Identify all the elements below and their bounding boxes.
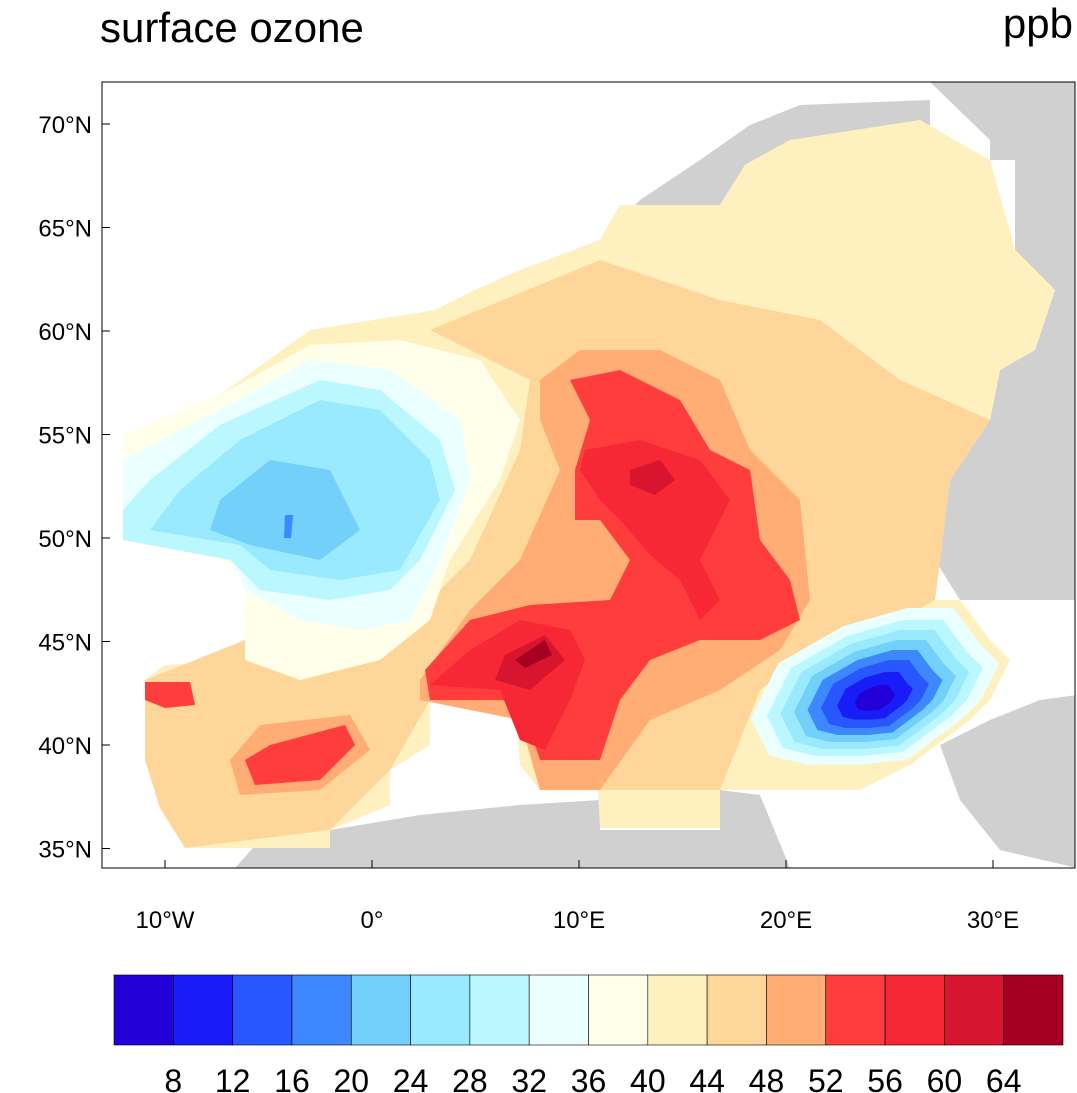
land-turkey bbox=[940, 695, 1075, 868]
lat-tick-label: 55°N bbox=[38, 423, 92, 450]
colorbar-label: 32 bbox=[511, 1063, 547, 1093]
colorbar-label: 16 bbox=[274, 1063, 310, 1093]
colorbar-label: 36 bbox=[571, 1063, 607, 1093]
colorbar-box bbox=[528, 974, 589, 1046]
land-north-africa bbox=[235, 790, 790, 868]
colorbar-label: 12 bbox=[215, 1063, 251, 1093]
colorbar-label: 64 bbox=[986, 1063, 1022, 1093]
colorbar-box bbox=[647, 974, 708, 1046]
lon-tick-label: 10°E bbox=[553, 907, 605, 934]
colorbar-label: 28 bbox=[452, 1063, 488, 1093]
level-56-portugal bbox=[145, 682, 195, 708]
colorbar: 8 12 16 20 24 28 32 36 40 44 48 52 56 60 64 bbox=[113, 974, 1064, 1093]
axis-ticks: 70°N 65°N 60°N 55°N 50°N 45°N 40°N 35°N 10°W 0° 10… bbox=[38, 112, 1019, 934]
level-60 bbox=[580, 440, 730, 620]
colorbar-label: 20 bbox=[333, 1063, 369, 1093]
colorbar-box bbox=[588, 974, 649, 1046]
colorbar-box bbox=[766, 974, 827, 1046]
colorbar-label: 40 bbox=[630, 1063, 666, 1093]
colorbar-box bbox=[410, 974, 471, 1046]
colorbar-box bbox=[350, 974, 411, 1046]
lat-tick-label: 45°N bbox=[38, 630, 92, 657]
colorbar-box bbox=[706, 974, 767, 1046]
level-24-west bbox=[210, 460, 360, 560]
colorbar-box bbox=[825, 974, 886, 1046]
lat-tick-label: 60°N bbox=[38, 319, 92, 346]
colorbar-box bbox=[232, 974, 293, 1046]
colorbar-box bbox=[1003, 974, 1064, 1046]
lon-tick-label: 0° bbox=[361, 907, 384, 934]
lat-tick-label: 65°N bbox=[38, 216, 92, 243]
colorbar-box bbox=[944, 974, 1004, 1046]
lat-tick-label: 70°N bbox=[38, 112, 92, 139]
lon-tick-label: 10°W bbox=[136, 907, 195, 934]
colorbar-label: 52 bbox=[808, 1063, 844, 1093]
level-68 bbox=[515, 640, 552, 668]
units-label: ppb bbox=[1002, 0, 1073, 47]
colorbar-label: 48 bbox=[749, 1063, 785, 1093]
colorbar-label: 8 bbox=[164, 1063, 182, 1093]
colorbar-label: 60 bbox=[927, 1063, 963, 1093]
plot-title: surface ozone bbox=[100, 4, 364, 51]
colorbar-box bbox=[173, 974, 233, 1046]
level-20-west bbox=[284, 515, 293, 538]
ozone-field bbox=[123, 120, 1055, 848]
plot-frame bbox=[101, 81, 1076, 869]
level-64 bbox=[630, 460, 675, 495]
colorbar-box bbox=[469, 974, 530, 1046]
lon-tick-label: 20°E bbox=[760, 907, 812, 934]
lon-tick-label: 30°E bbox=[967, 907, 1019, 934]
colorbar-box bbox=[291, 974, 352, 1046]
lat-tick-label: 35°N bbox=[38, 837, 92, 864]
level-56-spain bbox=[245, 725, 355, 785]
lat-tick-label: 40°N bbox=[38, 733, 92, 760]
colorbar-label: 24 bbox=[393, 1063, 429, 1093]
colorbar-box bbox=[113, 974, 174, 1046]
land-russia bbox=[930, 82, 1075, 600]
colorbar-label: 56 bbox=[867, 1063, 903, 1093]
lat-tick-label: 50°N bbox=[38, 526, 92, 553]
colorbar-label: 44 bbox=[689, 1063, 725, 1093]
colorbar-box bbox=[884, 974, 945, 1046]
level-8-blacksea bbox=[854, 685, 896, 711]
